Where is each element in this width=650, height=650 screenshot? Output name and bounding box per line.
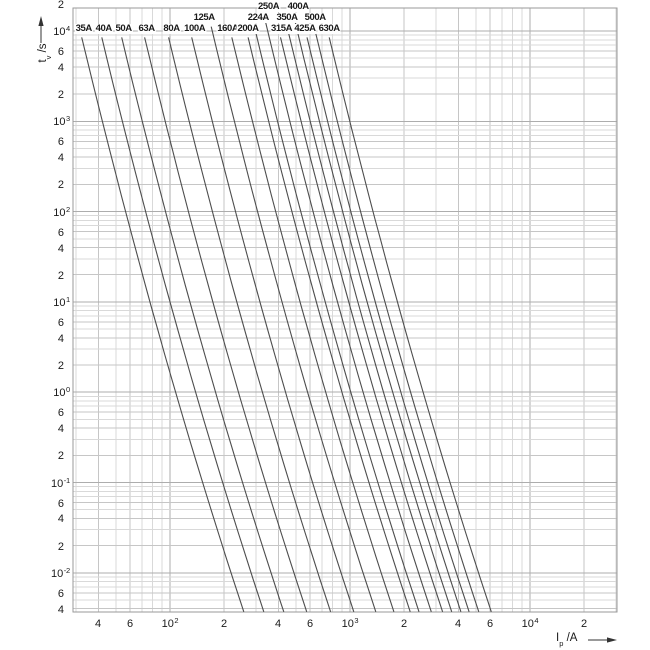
y-tick-label: 2 [57,270,64,282]
x-tick-label: 104 [521,616,539,630]
x-tick-label: 4 [454,618,462,630]
y-tick-label: 6 [57,588,64,600]
curve-label-315A: 315A [269,23,294,34]
x-axis-arrow-icon [607,637,617,643]
curves [81,13,492,612]
curve-250A [263,13,432,612]
y-tick-label: 4 [57,333,64,345]
x-tick-label: 6 [306,618,314,630]
curve-label-400A: 400A [286,1,310,12]
curve-63A [144,37,308,612]
y-tick-label: 2 [57,89,64,101]
y-tick-label: 4 [57,62,64,74]
x-axis-unit: /A [563,632,578,644]
curve-label-224A: 224A [246,12,270,23]
y-tick-label: 2 [57,541,64,553]
curve-label-125A: 125A [192,12,216,23]
curve-label-425A: 425A [293,23,317,34]
curve-label-160A: 160A [216,23,240,34]
y-tick-label: 6 [57,317,64,329]
x-tick-label: 6 [486,618,494,630]
curve-35A [81,37,245,612]
curve-label-630A: 630A [317,23,341,34]
y-tick-label: 4 [57,423,64,435]
y-tick-label: 101 [53,295,70,309]
curve-224A [253,26,420,612]
curve-80A [168,37,332,612]
curve-100A [191,37,355,612]
curve-label-200A: 200A [236,23,260,34]
curve-label-63A: 63A [137,23,156,34]
x-axis-symbol: I [556,632,560,644]
x-tick-label: 2 [220,618,228,630]
axis-arrows [38,16,617,643]
y-tick-label: 2 [57,450,64,462]
plot-border [72,7,618,613]
curve-400A [292,13,462,612]
y-tick-label: 104 [53,24,70,38]
y-tick-label: 2 [57,179,64,191]
curve-label-250A: 250A [257,1,281,12]
x-axis-title: Ip /A [556,632,590,649]
x-tick-label: 6 [126,618,134,630]
y-tick-label: 6 [57,227,64,239]
y-tick-label: 6 [57,407,64,419]
x-tick-label: 4 [274,618,282,630]
y-tick-label: 2 [57,360,64,372]
x-tick-label: 102 [161,616,179,630]
y-tick-label: 102 [53,205,70,219]
x-tick-label: 2 [400,618,408,630]
y-tick-label: 4 [57,152,64,164]
y-tick-label: 6 [57,46,64,58]
curve-630A [328,37,492,612]
curve-label-50A: 50A [114,23,133,34]
y-tick-label: 10-2 [50,566,70,580]
curve-label-500A: 500A [303,12,327,23]
curve-500A [313,26,480,612]
curve-200A [247,37,411,612]
y-tick-label: 6 [57,498,64,510]
y-tick-label: 4 [57,243,64,255]
curve-label-40A: 40A [94,23,113,34]
curve-label-35A: 35A [74,23,93,34]
curve-160A [231,37,395,612]
x-tick-label: 2 [580,618,588,630]
x-axis-subscript: p [559,639,564,649]
y-tick-label: 4 [57,604,64,616]
y-tick-label: 10-1 [50,476,70,490]
curve-40A [101,37,265,612]
curve-315A [279,37,444,612]
curve-label-100A: 100A [183,23,207,34]
grid [73,8,617,612]
curve-125A [210,26,377,612]
y-tick-label: 103 [53,114,70,128]
y-tick-label: 100 [53,385,70,399]
curve-425A [306,37,470,612]
x-tick-label: 103 [341,616,359,630]
curve-350A [286,26,453,612]
y-axis-arrow-icon [38,16,44,26]
x-tick-label: 4 [94,618,102,630]
curve-50A [121,37,285,612]
y-tick-label: 6 [57,136,64,148]
y-tick-label: 4 [57,513,64,525]
y-tick-label: 2 [57,0,64,11]
curve-label-80A: 80A [162,23,181,34]
curve-label-350A: 350A [275,12,299,23]
